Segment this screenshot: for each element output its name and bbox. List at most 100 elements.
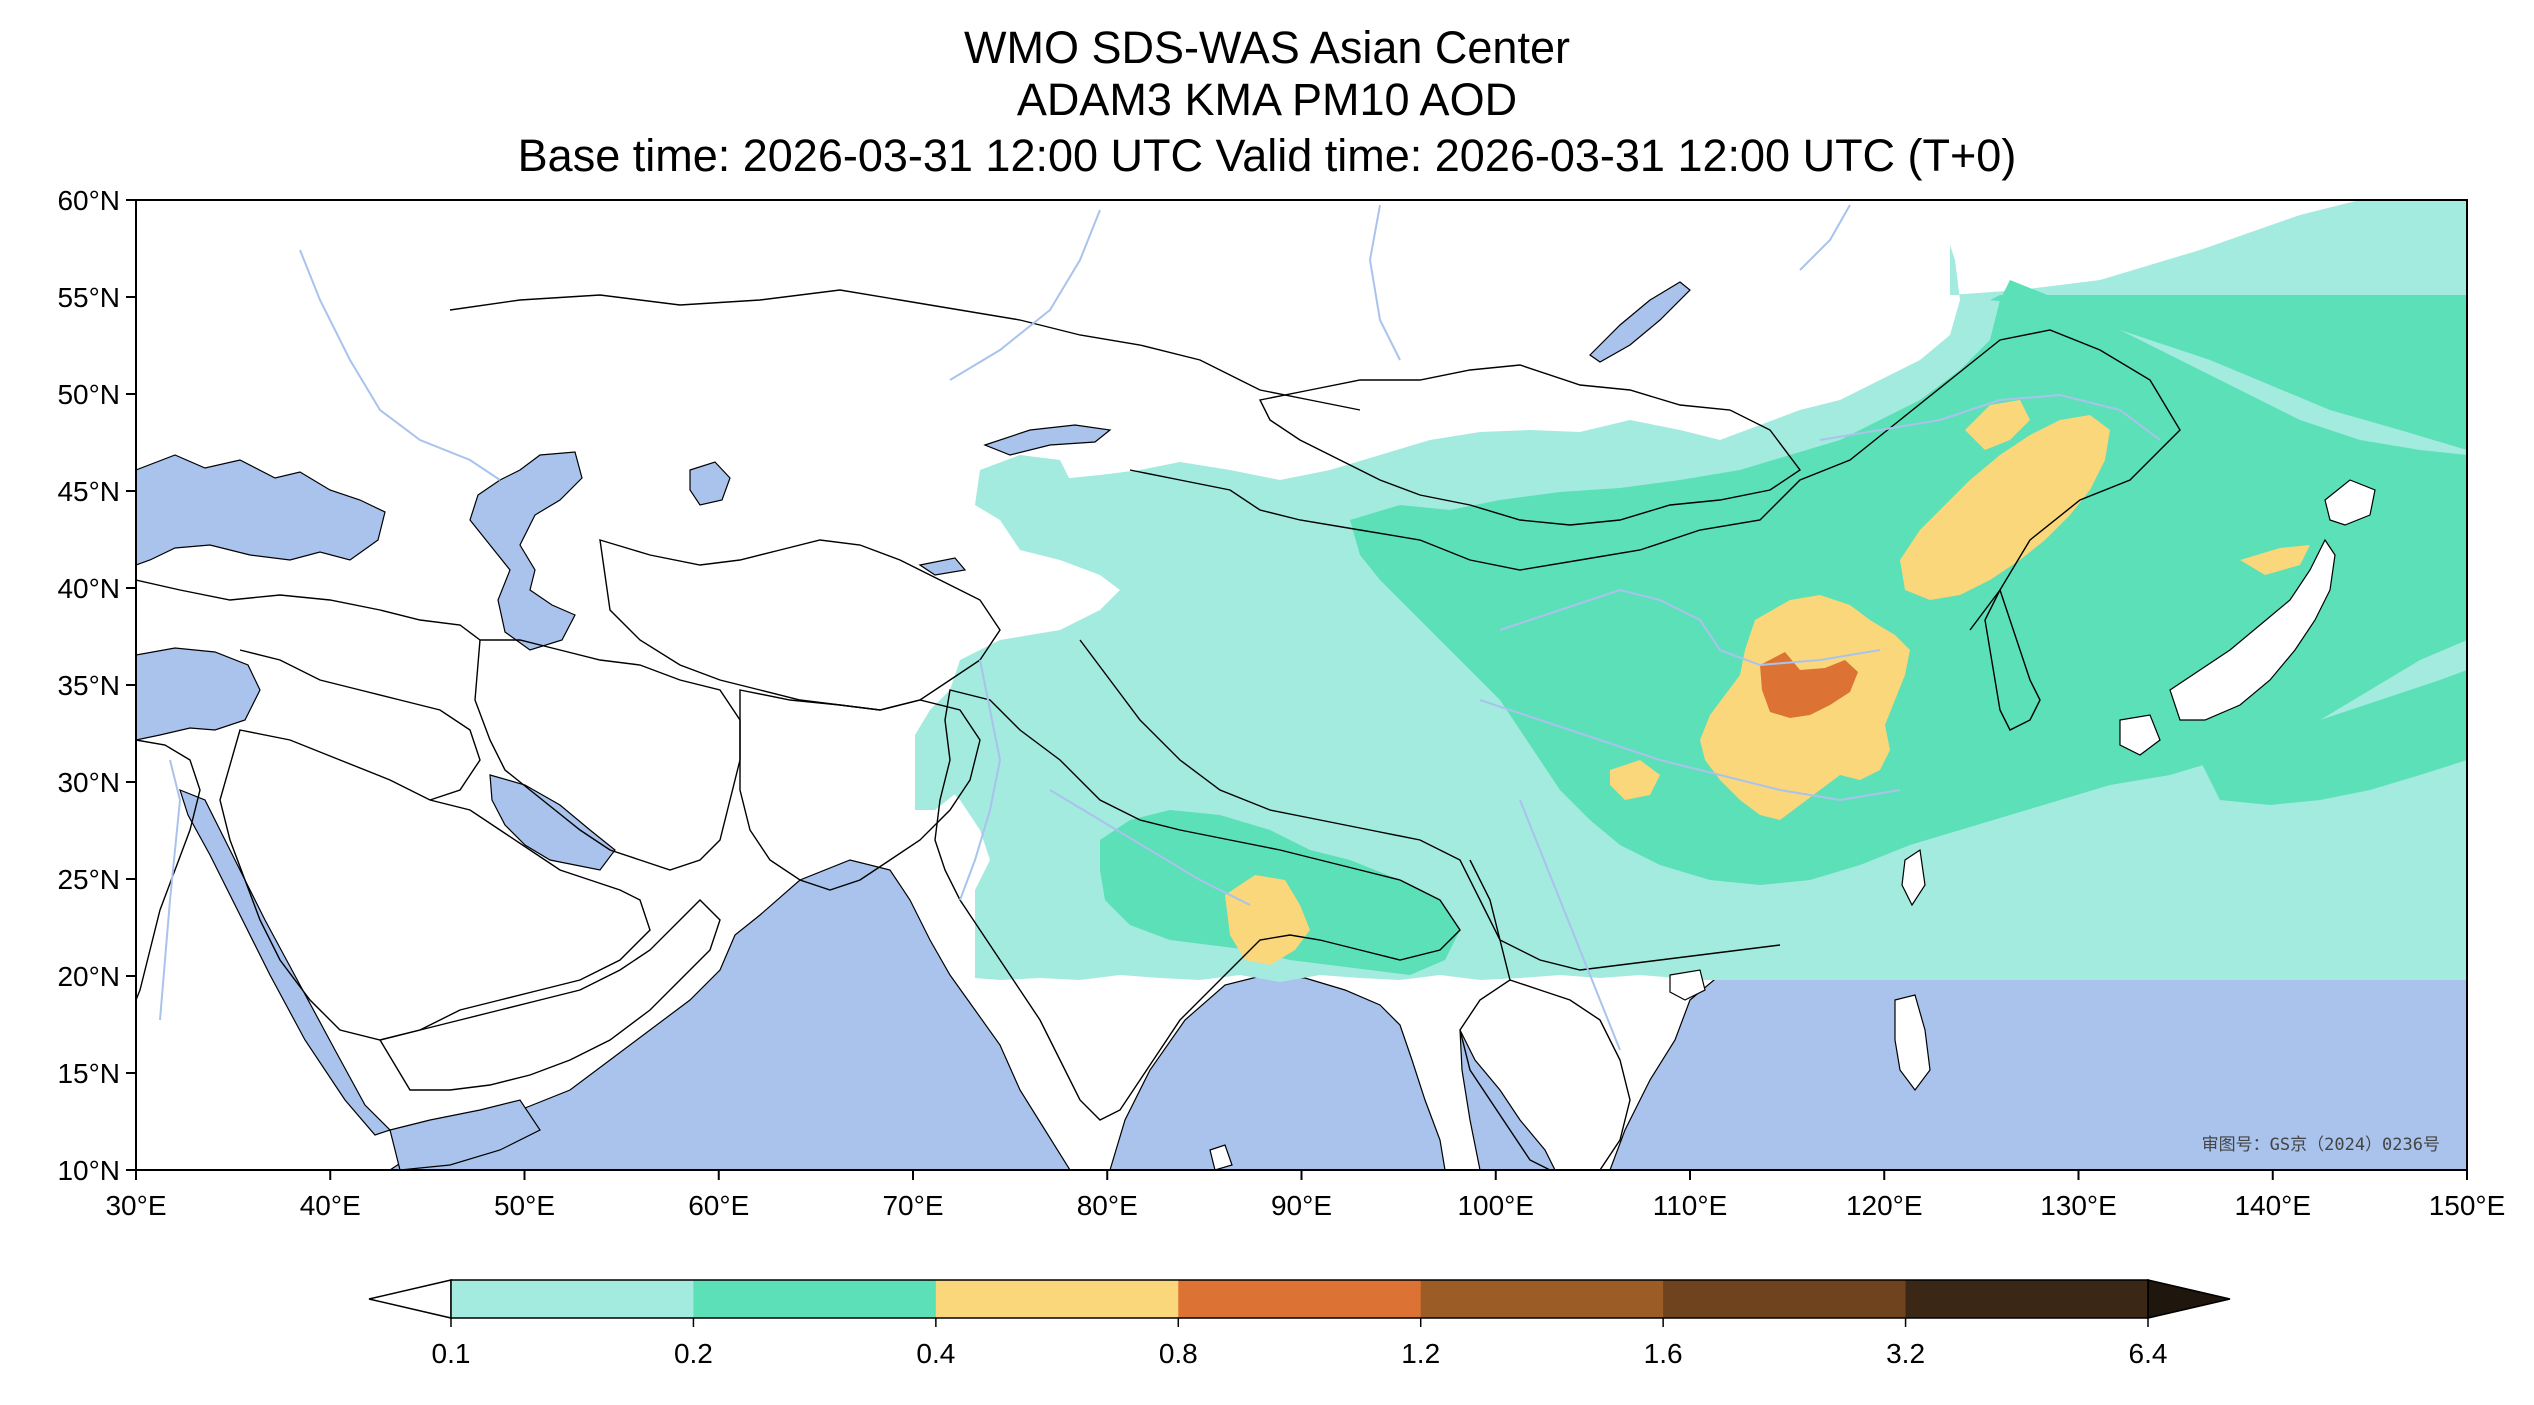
latitude-axis: 60°N 55°N 50°N 45°N 40°N 35°N 30°N 25°N 20°N 15°N… xyxy=(57,185,136,1186)
mediterranean-sea xyxy=(136,647,261,741)
colorbar-segment xyxy=(1663,1280,1907,1318)
sri-lanka xyxy=(1209,1144,1233,1170)
border-india xyxy=(934,689,1461,1121)
latitude-tick-label: 20°N xyxy=(57,961,120,992)
border-iraq-syria xyxy=(239,649,481,801)
hokkaido xyxy=(2324,479,2376,526)
latitude-tick-label: 35°N xyxy=(57,670,120,701)
aod-field xyxy=(915,200,2467,982)
border-korea xyxy=(1984,588,2041,731)
border-saudi-arabia xyxy=(219,729,651,1041)
kyushu xyxy=(2119,714,2161,756)
latitude-tick-label: 25°N xyxy=(57,864,120,895)
colorbar-tick-label: 0.2 xyxy=(674,1338,713,1369)
river-ganges xyxy=(1049,789,1251,906)
persian-gulf xyxy=(489,774,616,871)
taiwan xyxy=(1901,848,1926,907)
colorbar-segment xyxy=(1420,1280,1664,1318)
border-indochina-east xyxy=(1509,979,1631,1170)
aral-sea xyxy=(689,461,731,506)
river-volga xyxy=(299,249,501,481)
latitude-tick-label: 15°N xyxy=(57,1058,120,1089)
map-area: 审图号：GS京（2024）0236号 xyxy=(136,200,2467,1170)
longitude-tick-label: 50°E xyxy=(494,1190,555,1221)
gulf-of-aden xyxy=(389,1099,541,1170)
caspian-sea xyxy=(469,451,583,651)
colorbar-tick-label: 6.4 xyxy=(2129,1338,2168,1369)
hainan xyxy=(1669,969,1706,1001)
border-mongolia xyxy=(1258,364,1802,526)
aod-band-0.4-0.8-bangladesh xyxy=(1225,875,1310,965)
approval-number: 审图号：GS京（2024）0236号 xyxy=(2202,1135,2440,1155)
colorbar: 0.1 0.2 0.4 0.8 1.2 1.6 3.2 6.4 xyxy=(368,1279,2231,1369)
aod-band-0.4-0.8-harbin xyxy=(1965,400,2030,450)
longitude-tick-label: 30°E xyxy=(105,1190,166,1221)
aod-band-0.4-0.8-manchuria xyxy=(1900,415,2110,600)
border-china-south xyxy=(1079,639,1781,971)
andaman-sea xyxy=(1459,1029,1556,1170)
title-line-2: ADAM3 KMA PM10 AOD xyxy=(1016,74,1518,125)
longitude-tick-label: 110°E xyxy=(1653,1190,1728,1221)
rivers xyxy=(159,204,2161,1051)
longitude-tick-label: 60°E xyxy=(688,1190,749,1221)
luzon xyxy=(1894,994,1931,1091)
border-china-north xyxy=(1129,329,2181,631)
longitude-tick-label: 70°E xyxy=(882,1190,943,1221)
latitude-tick-label: 40°N xyxy=(57,573,120,604)
colorbar-tick-label: 0.8 xyxy=(1159,1338,1198,1369)
latitude-tick-label: 55°N xyxy=(57,282,120,313)
longitude-tick-label: 90°E xyxy=(1271,1190,1332,1221)
longitude-tick-label: 140°E xyxy=(2234,1190,2311,1221)
longitude-tick-label: 40°E xyxy=(300,1190,361,1221)
colorbar-tick-label: 3.2 xyxy=(1886,1338,1925,1369)
border-iran xyxy=(474,639,741,871)
river-indus xyxy=(959,659,1002,901)
aod-band-0.4-0.8-japan-sea xyxy=(2240,545,2310,575)
aod-band-0.4-0.8-hubei xyxy=(1610,760,1660,800)
aod-band-0.8-1.2-core xyxy=(1760,652,1858,718)
aod-band-0.2-0.4-pacific xyxy=(2200,670,2467,805)
river-nile xyxy=(159,759,182,1021)
lake-balkhash xyxy=(983,424,1112,456)
river-amur xyxy=(1819,393,2161,441)
border-afghanistan-pakistan xyxy=(739,689,981,891)
longitude-tick-label: 120°E xyxy=(1846,1190,1923,1221)
border-turkey-caucasus xyxy=(136,579,481,641)
colorbar-segment xyxy=(693,1280,937,1318)
black-sea xyxy=(136,454,386,566)
colorbar-tick-label: 0.1 xyxy=(432,1338,471,1369)
colorbar-segment xyxy=(935,1280,1179,1318)
colorbar-segment xyxy=(1178,1280,1422,1318)
colorbar-over-extension xyxy=(2147,1279,2231,1319)
river-yellow xyxy=(1499,588,1881,667)
river-yangtze xyxy=(1479,699,1901,802)
red-sea xyxy=(179,788,392,1136)
lake-baikal xyxy=(1589,281,1691,363)
colorbar-tick-label: 1.6 xyxy=(1644,1338,1683,1369)
colorbar-tick-label: 1.2 xyxy=(1401,1338,1440,1369)
lake-issyk-kul xyxy=(918,557,967,576)
border-myanmar-indochina xyxy=(1459,859,1551,1170)
longitude-tick-label: 100°E xyxy=(1457,1190,1534,1221)
longitude-tick-label: 130°E xyxy=(2040,1190,2117,1221)
latitude-tick-label: 45°N xyxy=(57,476,120,507)
honshu xyxy=(2169,538,2336,721)
title-line-3: Base time: 2026-03-31 12:00 UTC Valid ti… xyxy=(517,130,2017,181)
colorbar-tick-label: 0.4 xyxy=(916,1338,955,1369)
colorbar-segment xyxy=(1905,1280,2149,1318)
river-mekong xyxy=(1519,799,1621,1051)
river-ob xyxy=(949,209,1101,381)
aod-band-0.2-0.4-northeast xyxy=(1990,295,2467,450)
river-lena xyxy=(1799,204,1851,271)
river-yenisei xyxy=(1368,204,1401,361)
latitude-tick-label: 60°N xyxy=(57,185,120,216)
latitude-tick-label: 10°N xyxy=(57,1155,120,1186)
aod-band-0.1-0.2-pakistan xyxy=(915,680,1000,810)
latitude-tick-label: 30°N xyxy=(57,767,120,798)
japan-islands xyxy=(1209,479,2376,1170)
country-borders xyxy=(136,289,2181,1170)
colorbar-under-extension xyxy=(368,1279,452,1319)
longitude-axis: 30°E 40°E 50°E 60°E 70°E 80°E 90°E 100°E 110°E 12… xyxy=(105,1170,2505,1221)
colorbar-segment xyxy=(451,1280,694,1318)
